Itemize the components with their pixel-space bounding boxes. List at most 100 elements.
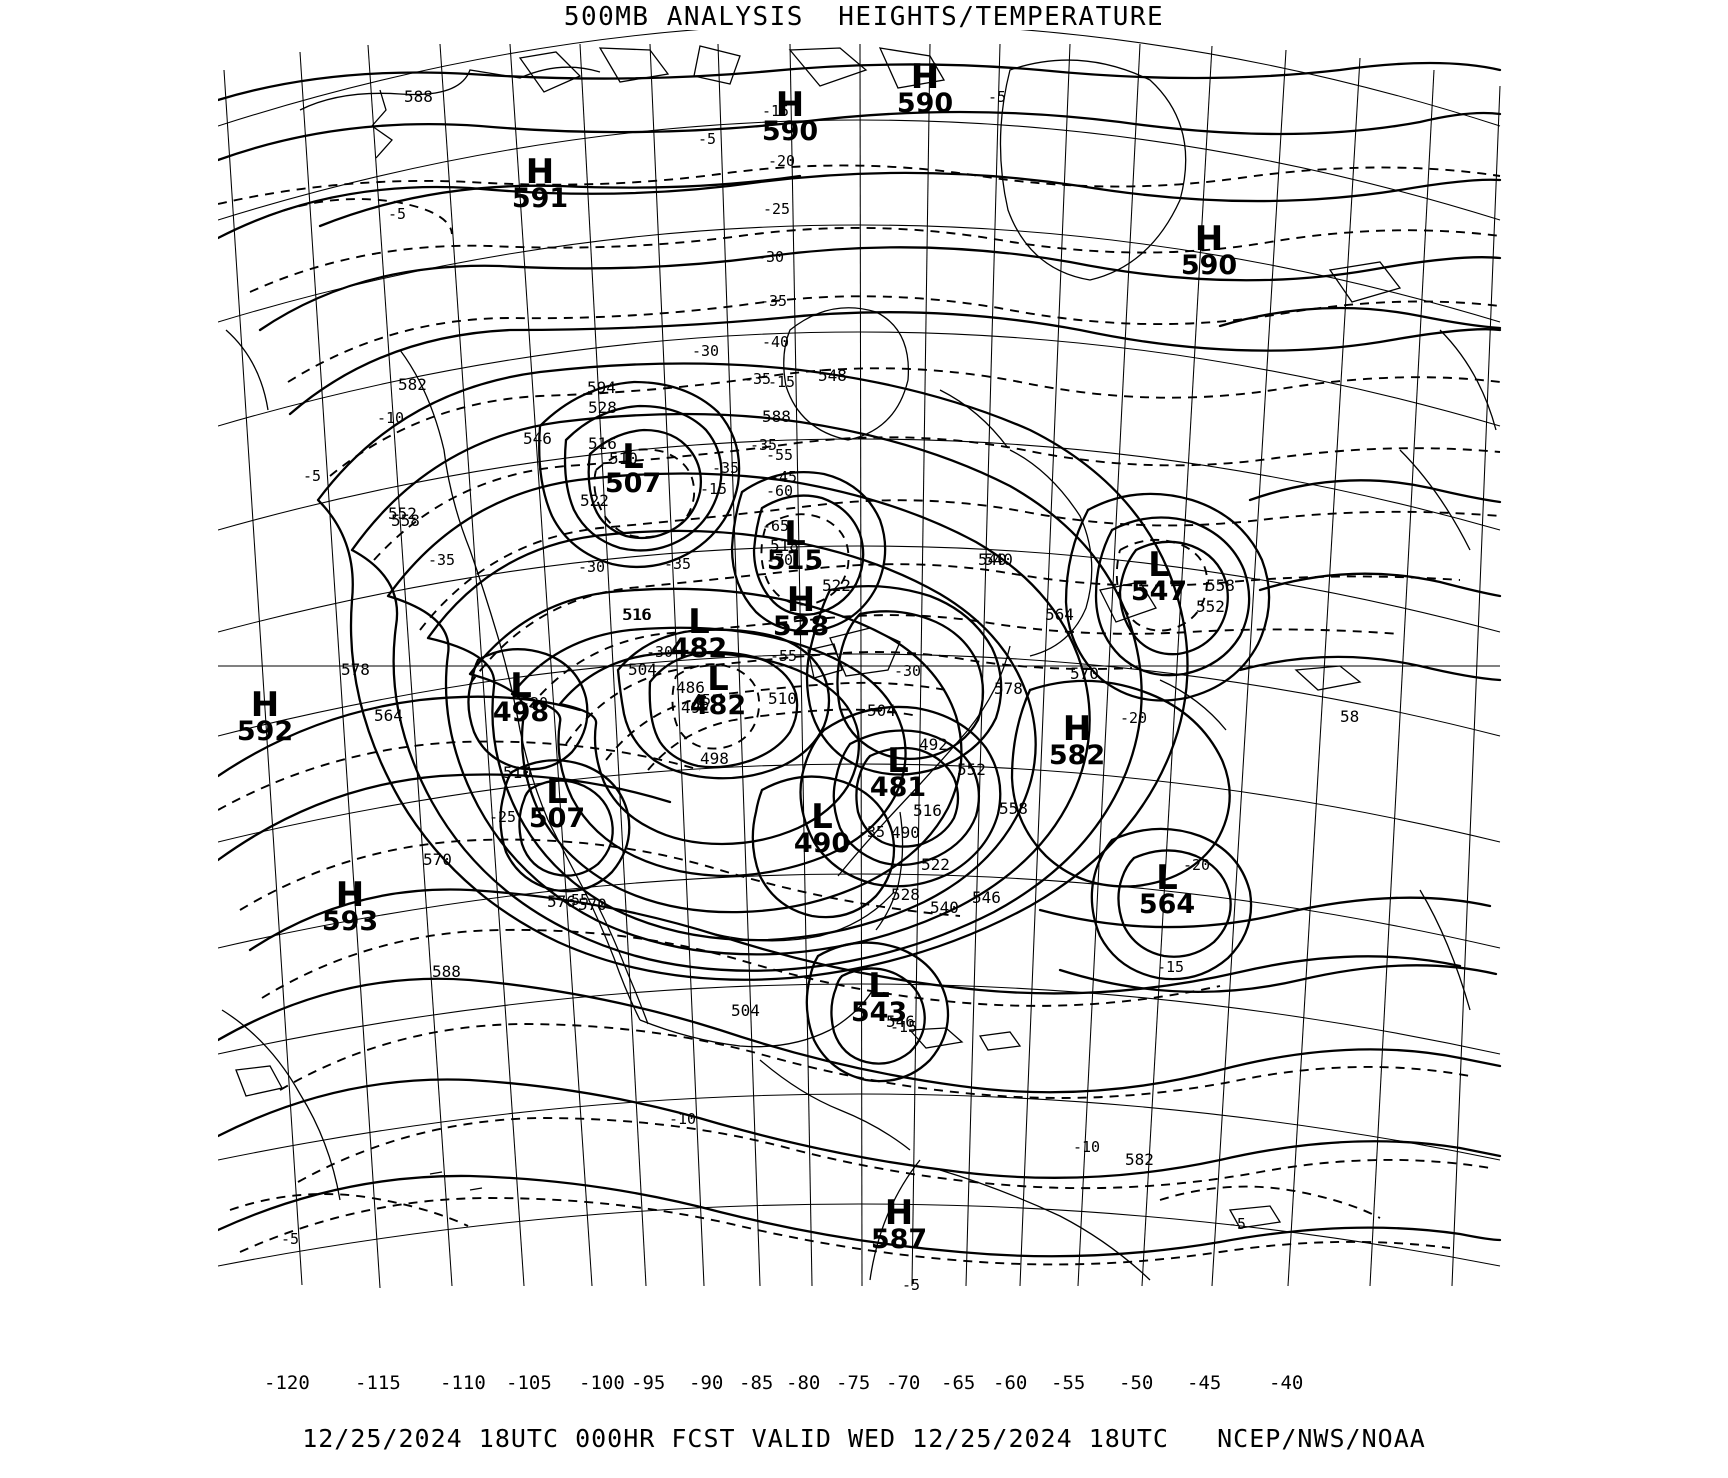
pressure-center-value: 590 [761,116,819,147]
longitude-tick-label: -50 [1119,1372,1154,1394]
temperature-contour-label: -45 [684,691,712,709]
height-contour-label: 528 [891,885,920,904]
temperature-contour-label: -25 [763,200,791,218]
temperature-contour-label: -15 [890,1018,918,1036]
temperature-contour-label: -55 [766,446,794,464]
low-symbol: L [887,741,909,781]
map-svg [218,30,1502,1289]
height-contour-label: 588 [404,87,433,106]
temperature-contour-label: -65 [762,517,790,535]
temperature-contour-label: -70 [766,551,794,569]
temperature-contour-label: -5 [388,205,407,223]
pressure-center-value: 587 [870,1224,928,1255]
longitude-tick-label: -60 [993,1372,1028,1394]
low-center-515: L 515 [761,517,829,574]
high-symbol: H [335,875,365,915]
low-symbol: L [1148,545,1170,585]
high-center-590-c: H 590 [1175,222,1243,279]
temperature-contour-label: -5 [303,467,322,485]
page-title: 500MB ANALYSIS HEIGHTS/TEMPERATURE [563,2,1165,32]
temperature-contour-label: -5 [988,88,1007,106]
high-symbol: H [910,57,940,97]
pressure-center-value: 507 [528,803,586,834]
temperature-contour-label: -30 [646,643,674,661]
low-center-482-a: L 482 [665,605,733,662]
temperature-contour-label: -10 [377,409,405,427]
temperature-contour-label: -20 [1183,856,1211,874]
height-contour-label: 582 [398,375,427,394]
temperature-contour-label: -30 [578,558,606,576]
pressure-center-value: 582 [1048,740,1106,771]
longitude-tick-label: -85 [739,1372,774,1394]
low-symbol: L [688,602,710,642]
height-contour-label: 492 [919,735,948,754]
coastline-layer [221,45,1497,1281]
temperature-contour-label: -35 [858,823,886,841]
height-contour-label: 540 [984,550,1013,569]
temperature-contour-label: -30 [692,342,720,360]
low-center-547: L 547 [1125,548,1193,605]
low-center-507-a: L 507 [599,440,667,497]
temperature-contour-label: -35 [664,555,692,573]
low-symbol: L [546,772,568,812]
height-contour-label: 576 [547,892,576,911]
high-symbol: H [884,1193,914,1233]
high-symbol: H [525,152,555,192]
parallel-group [218,30,1501,1267]
pressure-center-value: 490 [793,828,851,859]
longitude-tick-label: -105 [506,1372,552,1394]
low-symbol: L [622,437,644,477]
height-contour-label: 516 [588,434,617,453]
height-contour-label: 570 [1070,664,1099,683]
pressure-center-value: 507 [604,468,662,499]
temperature-contour-label: -15 [700,480,728,498]
height-contour-label: 58 [1340,707,1360,726]
high-center-582: H 582 [1043,712,1111,769]
height-contour-label: 504 [867,701,896,720]
height-contour-label: 578 [994,679,1023,698]
height-contour-label: 548 [818,366,847,385]
height-contour-label: 510 [609,449,638,468]
low-symbol: L [1156,858,1178,898]
height-contour-label: 498 [700,749,729,768]
height-contour-label: 504 [628,660,657,679]
pressure-center-value: 498 [492,697,550,728]
high-symbol: H [775,85,805,125]
temperature-contour-label: -55 [770,647,798,665]
pressure-center-value: 528 [772,611,830,642]
temperature-contour-label: -5 [698,130,717,148]
longitude-tick-label: -70 [886,1372,921,1394]
low-center-564: L 564 [1133,861,1201,918]
temperature-contour-label: -60 [766,482,794,500]
longitude-axis: -120 -115 -110 -105 -100 -95 -90 -85 -80 -75 -70 -6… [0,1368,1728,1402]
pressure-center-value: 482 [689,690,747,721]
temperature-contour-label: -30 [894,662,922,680]
chart-footer: 12/25/2024 18UTC 000HR FCST VALID WED 12… [302,1424,1426,1453]
temperature-contour-label: -35 [744,370,772,388]
high-symbol: H [786,580,816,620]
low-symbol: L [784,514,806,554]
pressure-center-value: 564 [1138,889,1196,920]
temperature-contour-label: -20 [1120,709,1148,727]
height-contour-label: 558 [1206,576,1235,595]
temperature-contour-label: -15 [762,102,790,120]
longitude-tick-label: -75 [836,1372,871,1394]
pressure-center-value: 515 [766,545,824,576]
longitude-tick-label: -100 [579,1372,625,1394]
temperature-contour-label: -30 [757,248,785,266]
low-center-543: L 543 [845,969,913,1026]
height-contour-label: 594 [587,378,616,397]
height-contour-label: 528 [588,398,617,417]
height-contour-label: 588 [432,962,461,981]
temperature-contour-label: -35 [712,459,740,477]
longitude-tick-label: -115 [355,1372,401,1394]
temperature-contour-label: -15 [1157,958,1185,976]
height-contour-label: 522 [580,491,609,510]
low-center-481: L 481 [864,744,932,801]
pressure-center-value: 593 [321,906,379,937]
pressure-center-value: 547 [1130,576,1188,607]
height-contour-label: 492 [681,698,710,717]
pressure-center-value: 592 [236,716,294,747]
temperature-contour-label: -10 [1073,1138,1101,1156]
height-contour-label: 570 [423,850,452,869]
